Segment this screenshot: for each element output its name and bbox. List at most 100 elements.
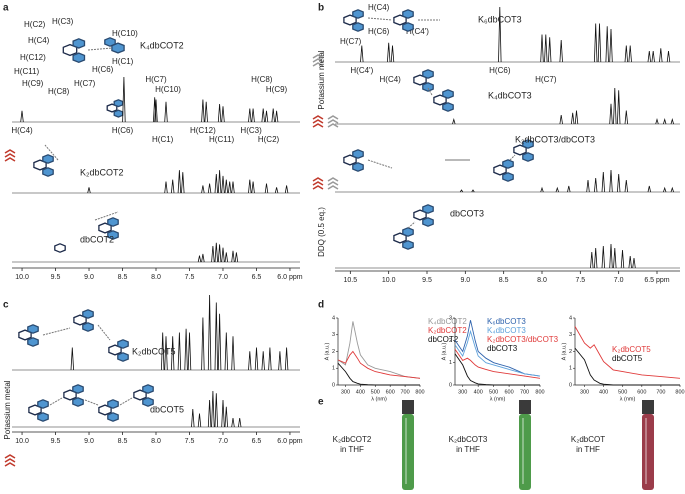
vial-glare — [522, 418, 524, 484]
legend-entry: K₂dbCOT2 — [428, 326, 467, 335]
y-tick-label: 3 — [332, 332, 335, 338]
nmr-peak — [613, 247, 617, 269]
nmr-peak — [217, 103, 222, 123]
molecule-ring — [72, 52, 86, 64]
vial-cap — [642, 400, 654, 414]
compound-label: K₂dbCOT3/dbCOT3 — [515, 134, 595, 144]
peak-label: H(C8) — [251, 75, 273, 84]
nmr-peak — [204, 101, 208, 123]
h-label: H(C4') — [406, 27, 429, 36]
molecule-ring — [82, 322, 94, 332]
compound-label: dbCOT5 — [150, 404, 184, 414]
nmr-peak — [571, 112, 575, 125]
alkyne-bridge — [42, 327, 71, 336]
alkyne-bridge — [87, 47, 113, 51]
nmr-peak — [548, 37, 552, 63]
molecule-ring — [522, 152, 534, 162]
molecule-labels: H(C4) H(C3) H(C2) H(C10) H(C12) H(C1) H(… — [14, 3, 429, 96]
spectrum-line — [337, 362, 420, 386]
chevron — [327, 181, 339, 186]
nmr-peak — [540, 186, 544, 193]
spectrum-line — [337, 350, 421, 379]
nmr-peak — [278, 351, 282, 371]
nmr-peak — [659, 48, 663, 63]
nmr-peak — [284, 185, 289, 194]
chevron — [327, 115, 339, 120]
nmr-peak — [274, 187, 279, 194]
chevron — [327, 177, 339, 182]
nmr-peak — [177, 332, 182, 371]
chevron — [312, 181, 324, 186]
panel-label: b — [318, 3, 324, 14]
nmr-peak — [271, 108, 275, 123]
h-label: H(C12) — [20, 53, 46, 62]
x-tick-label: 300 — [458, 389, 467, 395]
nmr-peak — [164, 336, 168, 371]
compound-label: K₆dbCOT3 — [478, 14, 522, 24]
molecule-ring — [422, 82, 434, 92]
nmr-peak — [597, 23, 602, 63]
compound-label: K₄dbCOT2 — [140, 40, 184, 50]
molecule-ring — [107, 412, 119, 422]
nmr-peak — [221, 247, 225, 263]
nmr-peak — [224, 179, 228, 194]
peak-label: H(C4) — [380, 75, 402, 84]
molecule-ring — [142, 384, 154, 394]
molecule-ring — [402, 9, 414, 19]
nmr-peak — [544, 34, 548, 63]
molecule-ring — [352, 149, 364, 159]
nmr-peak — [181, 172, 185, 194]
alkyne-bridge — [427, 87, 433, 96]
y-tick-label: 0 — [332, 382, 335, 388]
nmr-peak — [87, 187, 91, 194]
nmr-peak — [214, 393, 218, 428]
x-tick-label: 600 — [386, 389, 395, 395]
molecule-ring — [82, 309, 94, 319]
chevron — [312, 115, 324, 120]
molecule-ring — [42, 167, 54, 177]
nmr-peak — [617, 173, 621, 193]
h-label: H(C4) — [368, 3, 390, 12]
vial — [642, 414, 654, 490]
nmr-peak — [207, 399, 212, 428]
vial-label: K₂dbCOT2 — [333, 435, 372, 444]
x-tick-label: 700 — [520, 389, 529, 395]
nmr-peak — [248, 351, 252, 371]
nmr-peak — [231, 417, 235, 428]
side-label: Potassium metal — [3, 380, 12, 439]
nmr-peak — [251, 181, 255, 194]
peak-label: H(C6) — [489, 66, 511, 75]
chevron — [312, 123, 324, 128]
x-tick-label: 8.0 — [537, 277, 547, 284]
nmr-peak — [632, 257, 636, 269]
legend-entry: K₂dbCOT5 — [612, 345, 651, 354]
h-label: H(C2) — [24, 20, 46, 29]
x-tick-label: 400 — [356, 389, 365, 395]
vial-label: K₂dbCOT3 — [449, 435, 488, 444]
nmr-peak — [261, 108, 265, 123]
legend-entry: K₂dbCOT3/dbCOT3 — [487, 335, 559, 344]
nmr-peak — [254, 347, 259, 371]
nmr-peak — [214, 242, 218, 263]
vial — [519, 414, 531, 490]
side-label: DDQ (0.5 eq.) — [317, 207, 326, 257]
x-axis-label: λ (nm) — [490, 396, 506, 402]
nmr-peak — [559, 39, 563, 63]
nmr-peak — [471, 189, 475, 193]
x-tick-label: 8.5 — [499, 277, 509, 284]
nmr-peak — [666, 50, 671, 63]
x-tick-label: 7.0 — [614, 277, 624, 284]
legend-entry: K₄dbCOT2 — [428, 317, 467, 326]
spectrum-line — [454, 320, 541, 377]
nmr-peak — [197, 255, 202, 263]
nmr-peak — [224, 406, 228, 428]
nmr-peak — [187, 332, 192, 371]
chevron — [312, 58, 324, 63]
molecule-ring — [502, 172, 514, 182]
molecule-ring — [27, 324, 39, 334]
molecule-ring — [402, 227, 414, 237]
peak-label: H(C7) — [145, 75, 167, 84]
molecule-ring — [422, 204, 434, 214]
x-tick-label: 300 — [341, 389, 350, 395]
